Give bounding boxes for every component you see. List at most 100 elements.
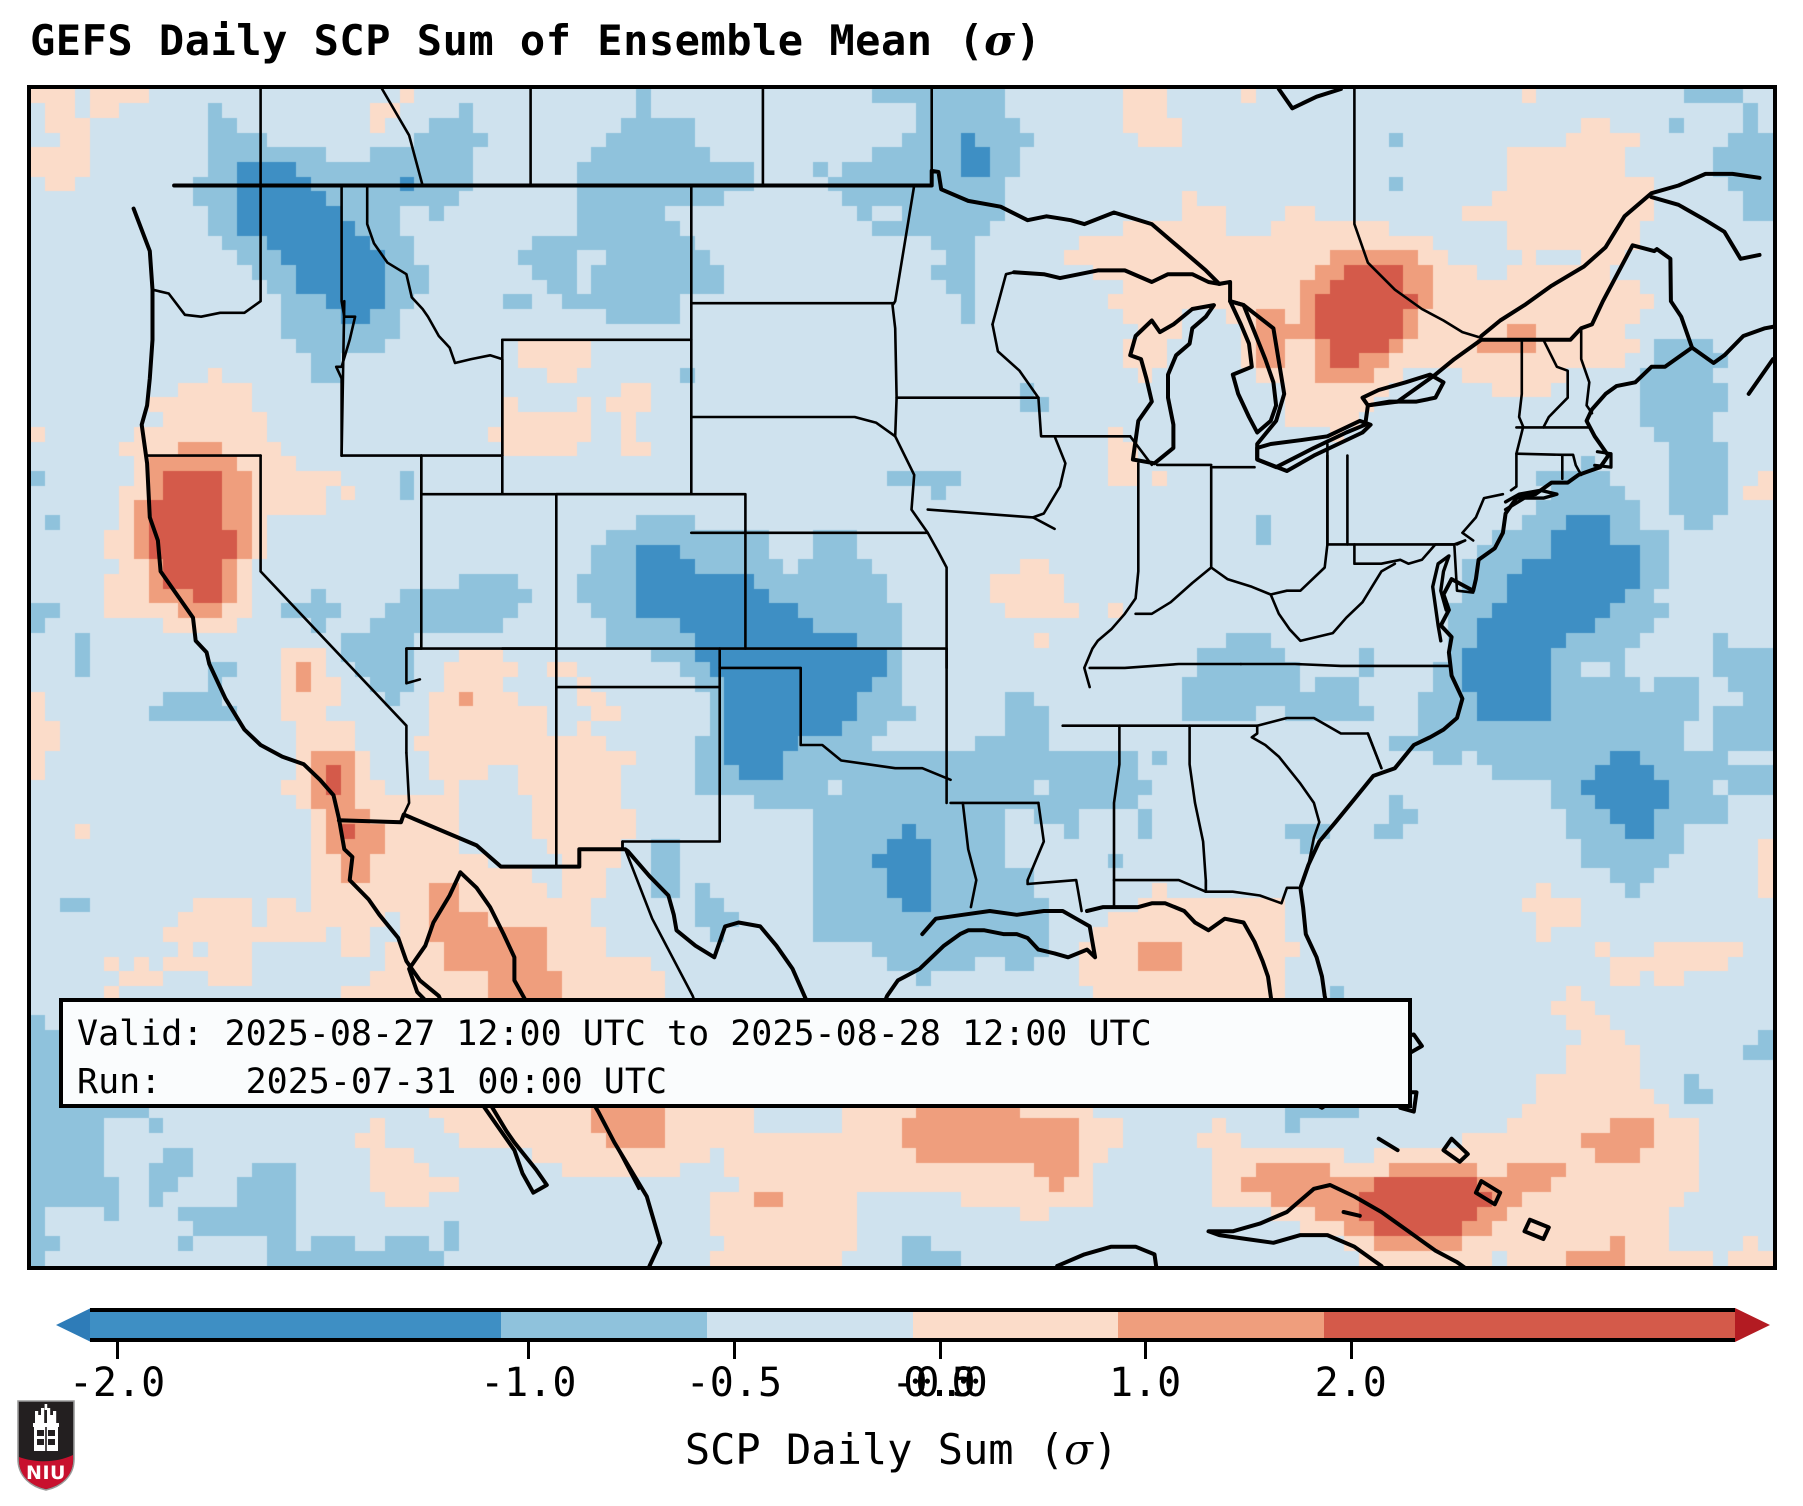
border-oh-wv-ky xyxy=(1209,442,1329,596)
border-mt-id-wy xyxy=(365,184,504,457)
border-ut xyxy=(419,338,504,496)
border-ny-vt-ma-ct xyxy=(1509,338,1525,492)
border-id-wa-or xyxy=(334,184,357,457)
nova-scotia-south xyxy=(1746,356,1773,396)
long-island xyxy=(1503,488,1559,512)
border-wv-va xyxy=(1269,562,1397,643)
border-wa-or xyxy=(151,184,262,318)
border-ok-tx xyxy=(718,666,952,782)
border-mn-wi xyxy=(991,323,1040,400)
colorbar-tick xyxy=(527,1342,531,1359)
colorbar-tick-label: 0.0 xyxy=(903,1360,976,1406)
border-md-wv xyxy=(1353,543,1456,566)
colorbar-extend-min-arrow xyxy=(56,1308,91,1342)
colorbar-tick-label: 0.5 xyxy=(903,1360,976,1406)
colorbar-segment xyxy=(501,1312,707,1338)
coastline-atlantic xyxy=(1085,345,1694,1110)
valid-run-info-box: Valid: 2025-08-27 12:00 UTC to 2025-08-2… xyxy=(59,998,1412,1108)
lake-michigan xyxy=(1128,303,1216,466)
border-mo-ks-ia-mn xyxy=(891,184,948,670)
st-lawrence-river xyxy=(1479,171,1762,338)
border-ct-ri-ma xyxy=(1515,452,1583,477)
border-il-wi-in xyxy=(1128,434,1154,467)
border-fl-ga xyxy=(1204,886,1299,905)
border-wyoming xyxy=(500,338,693,496)
colorbar-tick-label: -0.5 xyxy=(685,1360,783,1406)
border-ontario-quebec xyxy=(1353,89,1483,340)
border-bc-alberta xyxy=(380,89,424,187)
colorbar-segment xyxy=(706,1312,913,1338)
colorbar-tick xyxy=(116,1342,119,1359)
title-text-after: ) xyxy=(1015,16,1042,65)
border-fl-al-ga xyxy=(1112,878,1208,894)
colorbar-tickmarks xyxy=(27,1342,1777,1362)
nova-scotia-coast xyxy=(1690,324,1773,365)
colorbar-tick xyxy=(1349,1342,1353,1359)
border-colorado xyxy=(554,492,747,650)
niu-logo-text: NIU xyxy=(26,1462,66,1484)
lake-superior-south xyxy=(1012,268,1222,286)
border-al-ga xyxy=(1188,724,1208,894)
cape-cod xyxy=(1593,450,1613,469)
bahamas-long-island xyxy=(1473,1179,1503,1207)
colorbar-tick-label: 2.0 xyxy=(1314,1360,1387,1406)
border-il-in-ky xyxy=(1083,461,1140,689)
border-ky-tn xyxy=(1088,662,1243,670)
colorbar-segment xyxy=(912,1312,1119,1338)
colorbar-axis-label: SCP Daily Sum (σ) xyxy=(0,1425,1803,1474)
page-title: GEFS Daily SCP Sum of Ensemble Mean (σ) xyxy=(30,16,1041,65)
border-nh-me xyxy=(1579,327,1594,415)
border-nm-tx xyxy=(621,647,722,851)
colorbar-label-before: SCP Daily Sum ( xyxy=(684,1425,1065,1474)
border-de-md xyxy=(1455,539,1467,546)
border-tx-la xyxy=(961,801,978,909)
border-nc-sc-e xyxy=(1366,732,1383,770)
bahamas-andros xyxy=(1376,1136,1400,1153)
colorbar-tick-label: -0.0 xyxy=(891,1360,988,1406)
colorbar-segment xyxy=(1323,1312,1735,1338)
colorbar-label-after: ) xyxy=(1092,1425,1119,1474)
run-time-line: Run: 2025-07-31 00:00 UTC xyxy=(77,1062,668,1102)
bahamas-cat-island xyxy=(1441,1136,1470,1164)
border-nv-ca xyxy=(259,454,408,755)
coastline-gulf-texas xyxy=(868,909,1098,1079)
border-tn-nc-sc xyxy=(1061,716,1383,770)
colorbar-tick-label: 1.0 xyxy=(1109,1360,1182,1406)
niu-logo: NIU xyxy=(17,1400,75,1491)
bahamas-bank-a xyxy=(1341,1210,1362,1218)
title-text-before: GEFS Daily SCP Sum of Ensemble Mean ( xyxy=(30,16,985,65)
chesapeake-bay xyxy=(1430,554,1451,643)
title-sigma: σ xyxy=(984,16,1016,65)
james-bay xyxy=(1276,89,1343,111)
border-ms-la xyxy=(1026,801,1083,913)
border-ia-mo xyxy=(926,508,1056,531)
colorbar-tick xyxy=(732,1342,736,1359)
gaspe-coast xyxy=(1649,195,1762,261)
yucatan-coast xyxy=(1055,1244,1159,1266)
colorbar-ticklabels: -2.0 -1.0 -0.5 -0.0 0.0 0.5 1.0 2.0 xyxy=(27,1360,1777,1410)
valid-time-line: Valid: 2025-08-27 12:00 UTC to 2025-08-2… xyxy=(77,1014,1152,1054)
border-vt-nh xyxy=(1542,338,1569,429)
border-mn-wi-n xyxy=(991,271,1016,326)
border-va-nc xyxy=(1239,662,1451,668)
colorbar-tick xyxy=(938,1342,942,1359)
turks-caicos xyxy=(1522,1217,1551,1241)
border-de-md-2 xyxy=(1453,543,1475,594)
colorbar-tick-label: -2.0 xyxy=(68,1360,166,1406)
colorbar-tick xyxy=(1144,1342,1148,1359)
lake-ontario xyxy=(1360,372,1446,408)
colorbar-sigma: σ xyxy=(1064,1425,1093,1474)
border-ga-sc xyxy=(1250,724,1321,867)
border-ut-az-nm xyxy=(500,647,558,868)
colorbar-segment xyxy=(90,1312,502,1338)
border-nj-pa xyxy=(1461,492,1505,542)
colorbar-segment xyxy=(1118,1312,1324,1338)
colorbar[interactable] xyxy=(27,1308,1777,1342)
colorbar-tick-label: -1.0 xyxy=(480,1360,577,1406)
border-ca-az xyxy=(402,751,411,816)
colorbar-extend-max-arrow xyxy=(1735,1308,1770,1342)
border-ms-al xyxy=(1112,724,1121,909)
border-us-canada xyxy=(172,168,1694,470)
border-sd-ne xyxy=(689,415,897,438)
